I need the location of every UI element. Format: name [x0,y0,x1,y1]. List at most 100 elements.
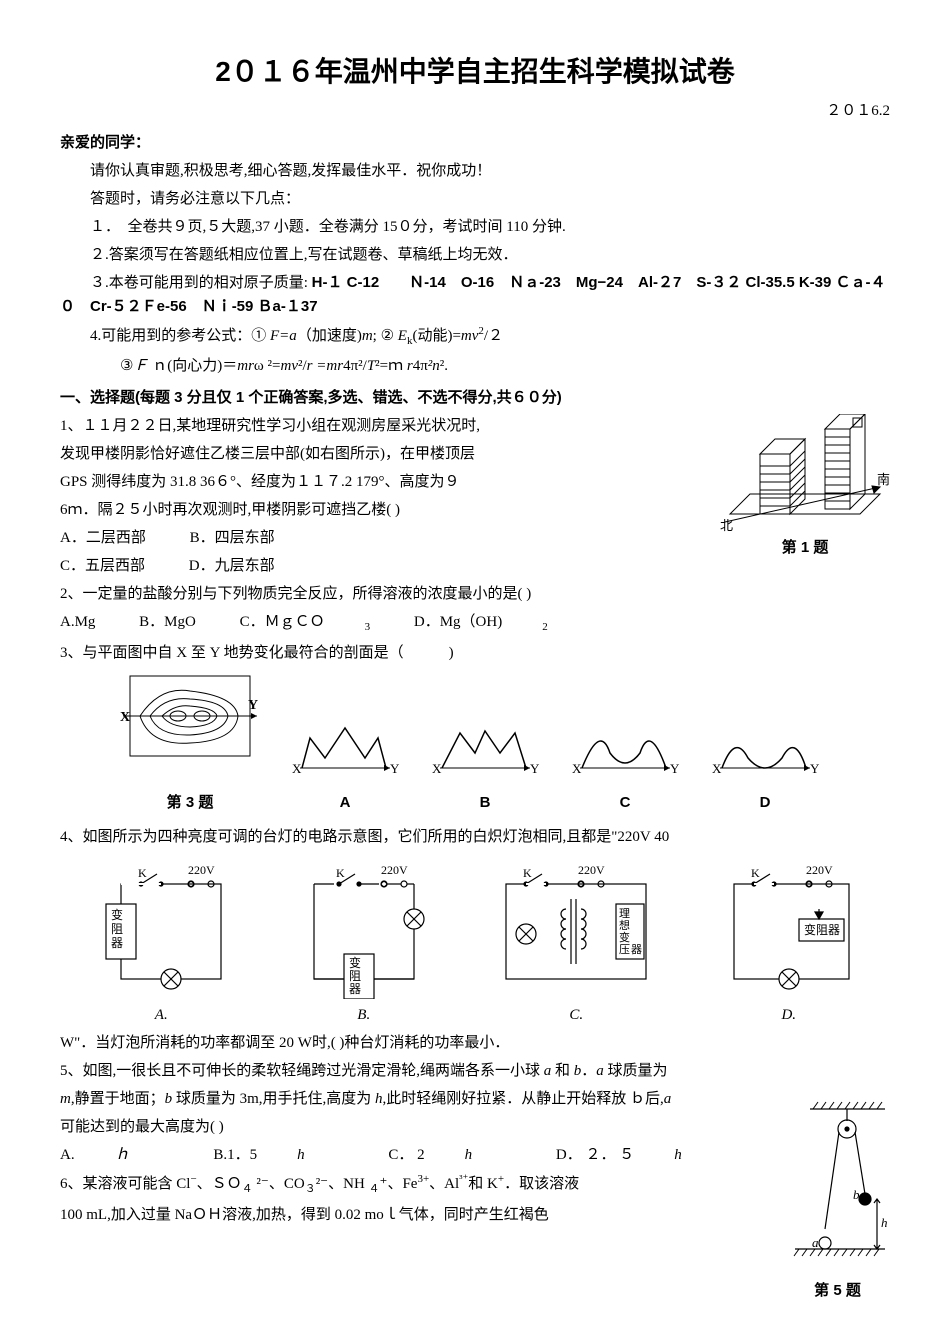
q2B: B．MgO [139,610,196,634]
note1: １． 全卷共９页,５大题,37 小题．全卷满分 15０分，考试时间 110 分钟… [60,215,890,239]
greeting-line2: 答题时，请务必注意以下几点： [60,187,890,211]
q3-text: 3、与平面图中自 X 至 Y 地势变化最符合的剖面是（ ) [60,641,890,665]
n5j: r =mr [307,358,343,374]
note4h: (动能)= [412,328,460,344]
q4-circuits: K 220V 变 阻 器 A. [60,859,890,1027]
svg-text:220V: 220V [188,863,215,877]
svg-text:理: 理 [619,907,630,920]
svg-text:h: h [881,1215,888,1230]
note5: ③Ｆ ｎ(向心力)＝mrω ²=mv²/r =mr4π²/T²=ｍ r4π²n²… [60,354,890,378]
n5a: ③ [120,358,133,374]
n5o: r [403,358,413,374]
svg-text:K: K [336,866,345,880]
q3-profileB: X Y B [430,713,540,815]
q4-circuitB: K 220V 变 阻 器 B. [284,859,444,1027]
q5A: A. ｈ [60,1143,170,1167]
q6-l1: 6、某溶液可能含 Cl−、ＳＯ４ ²⁻、CO３²⁻、NH ４⁺、Fe3+、Al³… [60,1171,890,1199]
svg-text:变: 变 [349,955,361,970]
q3-map: X Y 第 3 题 [120,671,260,815]
q1-optB: B．四层东部 [190,526,275,550]
svg-text:阻: 阻 [111,922,123,936]
q5-opts: A. ｈ B.1．5h C． 2h D． ２． ５ h [60,1143,890,1167]
q4-intro: 4、如图所示为四种亮度可调的台灯的电路示意图，它们所用的白炽灯泡相同,且都是"2… [60,825,890,849]
svg-text:220V: 220V [806,863,833,877]
note4i: mv [461,328,479,344]
svg-text:220V: 220V [381,863,408,877]
svg-text:器: 器 [111,936,123,950]
n5g: ²= [264,358,281,374]
note4: 4.可能用到的参考公式：① F=a（加速度)m; ② Ek(动能)=mv2/２ [60,323,890,351]
svg-text:变: 变 [619,930,630,944]
svg-text:X: X [292,761,302,776]
note2: ２.答案须写在答题纸相应位置上,写在试题卷、草稿纸上均无效． [60,243,890,267]
note4j: /２ [484,328,503,344]
q2-opts: A.Mg B．MgO C．ＭｇＣＯ3 D．Mg（OH)2 [60,610,890,637]
north-label: 北 [720,518,733,533]
svg-text:220V: 220V [578,863,605,877]
q1-svg: 北 南 [720,414,890,534]
svg-text:b: b [853,1187,860,1202]
q5-caption: 第 5 题 [785,1279,890,1303]
greeting-line1: 请你认真审题,积极思考,细心答题,发挥最佳水平．祝你成功！ [60,159,890,183]
q4-labelD: D. [709,1003,869,1027]
section1-head: 一、选择题(每题 3 分且仅 1 个正确答案,多选、错选、不选不得分,共６０分) [60,386,890,410]
n5r: ². [440,358,448,374]
q4-labelC: C. [486,1003,666,1027]
n5i: ²/ [298,358,307,374]
q3-caption: 第 3 题 [120,791,260,815]
south-label: 南 [877,472,890,487]
note4b: F=a [270,328,297,344]
q4-labelA: A. [81,1003,241,1027]
n5l: ²/ [358,358,367,374]
q2D: D．Mg（OH)2 [414,610,548,637]
q4-circuitC: K 220V 理 想 变 压 器 C. [486,859,666,1027]
svg-text:K: K [138,866,147,880]
q3-profileA: X Y A [290,713,400,815]
note4a: 4.可能用到的参考公式：① [90,328,270,344]
note4e: ; ② [373,328,398,344]
svg-text:K: K [523,866,532,880]
q5-figure: b a h 第 5 题 [785,1099,890,1303]
n5n: ²=ｍ [375,358,403,374]
q3-labelD: D [710,791,820,815]
svg-text:器: 器 [349,982,361,996]
q5B: B.1．5h [213,1143,344,1167]
q5-l1: 5、如图,一很长且不可伸长的柔软轻绳跨过光滑定滑轮,绳两端各系一小球 a 和 b… [60,1059,890,1083]
q1-figure: 北 南 第 1 题 [720,414,890,560]
q4-labelB: B. [284,1003,444,1027]
q3-profileC: X Y C [570,713,680,815]
q1-optD: D．九层东部 [189,554,275,578]
q5-l2: m,静置于地面；b 球质量为 3m,用手托住,高度为 h,此时轻绳刚好拉紧．从静… [60,1087,890,1111]
q3-figures: X Y 第 3 题 X Y A X Y B X Y [120,671,890,815]
svg-text:Y: Y [248,698,258,713]
note4c: （加速度) [297,328,362,344]
svg-text:K: K [751,866,760,880]
q1-optA: A．二层西部 [60,526,146,550]
q5D: D． ２． ５ h [556,1143,722,1167]
n5d: (向心力)＝ [167,358,237,374]
q2C: C．ＭｇＣＯ3 [240,610,371,637]
svg-text:Y: Y [530,761,540,776]
q1-block: 北 南 第 1 题 1、１１月２２日,某地理研究性学习小组在观测房屋采光状况时,… [60,414,890,578]
q5C: C． 2h [388,1143,512,1167]
n5p: 4π [413,358,428,374]
n5k: 4π [343,358,358,374]
n5c: ｎ [148,358,167,374]
q2A: A.Mg [60,610,95,634]
note4d: m [362,328,373,344]
q3-labelC: C [570,791,680,815]
svg-text:Y: Y [810,761,820,776]
n5q: ²n [428,358,440,374]
date: ２０１6.2 [60,99,890,123]
q4-circuitD: K 220V 变阻器 D. [709,859,869,1027]
q3-labelB: B [430,791,540,815]
q3-profileD: X Y D [710,713,820,815]
svg-text:变: 变 [111,907,123,922]
n5m: T [367,358,375,374]
q4-text2: W"．当灯泡所消耗的功率都调至 20 W时,( )种台灯消耗的功率最小． [60,1031,890,1055]
note3-prefix: ３.本卷可能用到的相对原子质量: [90,275,312,291]
note3: ３.本卷可能用到的相对原子质量: H-１ C-12 Ｎ-14 O-16 Ｎａ-2… [60,271,890,319]
q1-caption: 第 1 题 [720,536,890,560]
n5f: ω [254,358,264,374]
svg-text:X: X [120,710,130,725]
